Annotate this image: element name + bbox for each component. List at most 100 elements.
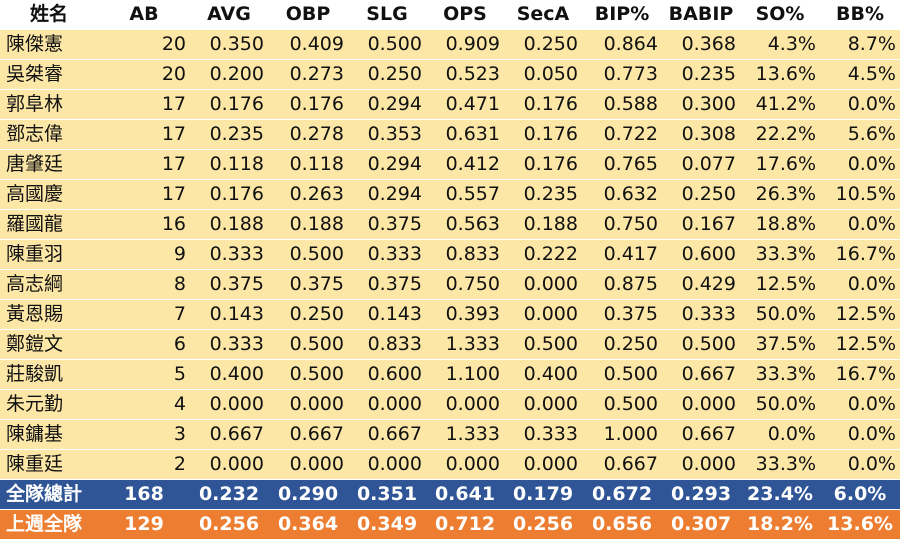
player-bb-cell: 4.5% — [820, 59, 900, 90]
col-header-seca: SecA — [504, 0, 582, 30]
player-ab-cell: 4 — [98, 389, 190, 420]
player-slg-cell: 0.000 — [348, 389, 426, 420]
player-row: 高志綱 8 0.375 0.375 0.375 0.750 0.000 0.875 0.429 1… — [0, 269, 900, 300]
player-babip-cell: 0.235 — [662, 59, 740, 90]
player-obp-cell: 0.409 — [268, 29, 348, 60]
player-avg-cell: 0.143 — [190, 299, 268, 330]
col-header-avg: AVG — [190, 0, 268, 30]
player-so-cell: 17.6% — [740, 149, 820, 180]
player-ops-cell: 0.000 — [426, 449, 504, 480]
player-bb-cell: 0.0% — [820, 419, 900, 450]
player-row: 陳重廷 2 0.000 0.000 0.000 0.000 0.000 0.667 0.000 3… — [0, 449, 900, 480]
player-obp-cell: 0.375 — [268, 269, 348, 300]
player-so-cell: 13.6% — [740, 59, 820, 90]
player-bip-cell: 0.632 — [582, 179, 662, 210]
player-rows: 陳傑憲 20 0.350 0.409 0.500 0.909 0.250 0.864 0.368… — [0, 29, 900, 480]
player-seca-cell: 0.050 — [504, 59, 582, 90]
player-so-cell: 41.2% — [740, 89, 820, 120]
player-ops-cell: 0.909 — [426, 29, 504, 60]
player-bb-cell: 12.5% — [820, 299, 900, 330]
player-bip-cell: 1.000 — [582, 419, 662, 450]
player-obp-cell: 0.500 — [268, 359, 348, 390]
player-bip-cell: 0.750 — [582, 209, 662, 240]
col-header-bip: BIP% — [582, 0, 662, 30]
player-obp-cell: 0.278 — [268, 119, 348, 150]
col-header-obp: OBP — [268, 0, 348, 30]
player-ops-cell: 0.631 — [426, 119, 504, 150]
team-total-ops: 0.641 — [426, 479, 504, 510]
player-ab-cell: 7 — [98, 299, 190, 330]
player-babip-cell: 0.300 — [662, 89, 740, 120]
player-bb-cell: 0.0% — [820, 449, 900, 480]
player-ops-cell: 0.000 — [426, 389, 504, 420]
last-week-ops: 0.712 — [426, 509, 504, 540]
player-avg-cell: 0.350 — [190, 29, 268, 60]
player-bip-cell: 0.500 — [582, 389, 662, 420]
last-week-avg: 0.256 — [190, 509, 268, 540]
player-avg-cell: 0.118 — [190, 149, 268, 180]
player-ops-cell: 0.523 — [426, 59, 504, 90]
player-bip-cell: 0.588 — [582, 89, 662, 120]
player-seca-cell: 0.000 — [504, 299, 582, 330]
player-babip-cell: 0.368 — [662, 29, 740, 60]
player-slg-cell: 0.375 — [348, 209, 426, 240]
player-ops-cell: 0.750 — [426, 269, 504, 300]
player-bb-cell: 8.7% — [820, 29, 900, 60]
player-obp-cell: 0.176 — [268, 89, 348, 120]
col-header-babip: BABIP — [662, 0, 740, 30]
player-ab-cell: 2 — [98, 449, 190, 480]
player-babip-cell: 0.500 — [662, 329, 740, 360]
team-total-avg: 0.232 — [190, 479, 268, 510]
player-row: 高國慶 17 0.176 0.263 0.294 0.557 0.235 0.632 0.250… — [0, 179, 900, 210]
player-obp-cell: 0.500 — [268, 239, 348, 270]
player-row: 鄭鎧文 6 0.333 0.500 0.833 1.333 0.500 0.250 0.500 3… — [0, 329, 900, 360]
player-obp-cell: 0.667 — [268, 419, 348, 450]
player-ops-cell: 1.333 — [426, 419, 504, 450]
last-week-row: 上週全隊 129 0.256 0.364 0.349 0.712 0.256 0… — [0, 509, 900, 540]
player-bb-cell: 0.0% — [820, 89, 900, 120]
player-ab-cell: 3 — [98, 419, 190, 450]
player-seca-cell: 0.000 — [504, 269, 582, 300]
player-ab-cell: 6 — [98, 329, 190, 360]
player-obp-cell: 0.000 — [268, 449, 348, 480]
player-ab-cell: 17 — [98, 119, 190, 150]
player-bb-cell: 5.6% — [820, 119, 900, 150]
player-bip-cell: 0.773 — [582, 59, 662, 90]
player-bb-cell: 16.7% — [820, 359, 900, 390]
player-so-cell: 50.0% — [740, 299, 820, 330]
player-row: 羅國龍 16 0.188 0.188 0.375 0.563 0.188 0.750 0.167… — [0, 209, 900, 240]
player-row: 唐肇廷 17 0.118 0.118 0.294 0.412 0.176 0.765 0.077… — [0, 149, 900, 180]
player-avg-cell: 0.188 — [190, 209, 268, 240]
col-header-so: SO% — [740, 0, 820, 30]
player-bip-cell: 0.375 — [582, 299, 662, 330]
team-total-ab: 168 — [98, 479, 190, 510]
last-week-bip: 0.656 — [582, 509, 662, 540]
player-avg-cell: 0.200 — [190, 59, 268, 90]
player-ab-cell: 20 — [98, 29, 190, 60]
player-seca-cell: 0.176 — [504, 119, 582, 150]
last-week-obp: 0.364 — [268, 509, 348, 540]
player-babip-cell: 0.333 — [662, 299, 740, 330]
last-week-so: 18.2% — [740, 509, 820, 540]
player-name-cell: 羅國龍 — [0, 209, 98, 240]
player-slg-cell: 0.353 — [348, 119, 426, 150]
player-slg-cell: 0.833 — [348, 329, 426, 360]
player-name-cell: 高國慶 — [0, 179, 98, 210]
player-name-cell: 陳重羽 — [0, 239, 98, 270]
player-avg-cell: 0.667 — [190, 419, 268, 450]
player-so-cell: 33.3% — [740, 449, 820, 480]
player-row: 陳重羽 9 0.333 0.500 0.333 0.833 0.222 0.417 0.600 3… — [0, 239, 900, 270]
player-slg-cell: 0.143 — [348, 299, 426, 330]
player-name-cell: 陳鏞基 — [0, 419, 98, 450]
player-seca-cell: 0.250 — [504, 29, 582, 60]
player-slg-cell: 0.294 — [348, 149, 426, 180]
player-slg-cell: 0.667 — [348, 419, 426, 450]
player-name-cell: 陳重廷 — [0, 449, 98, 480]
team-total-slg: 0.351 — [348, 479, 426, 510]
player-so-cell: 4.3% — [740, 29, 820, 60]
player-seca-cell: 0.400 — [504, 359, 582, 390]
player-avg-cell: 0.375 — [190, 269, 268, 300]
player-obp-cell: 0.250 — [268, 299, 348, 330]
player-so-cell: 33.3% — [740, 239, 820, 270]
